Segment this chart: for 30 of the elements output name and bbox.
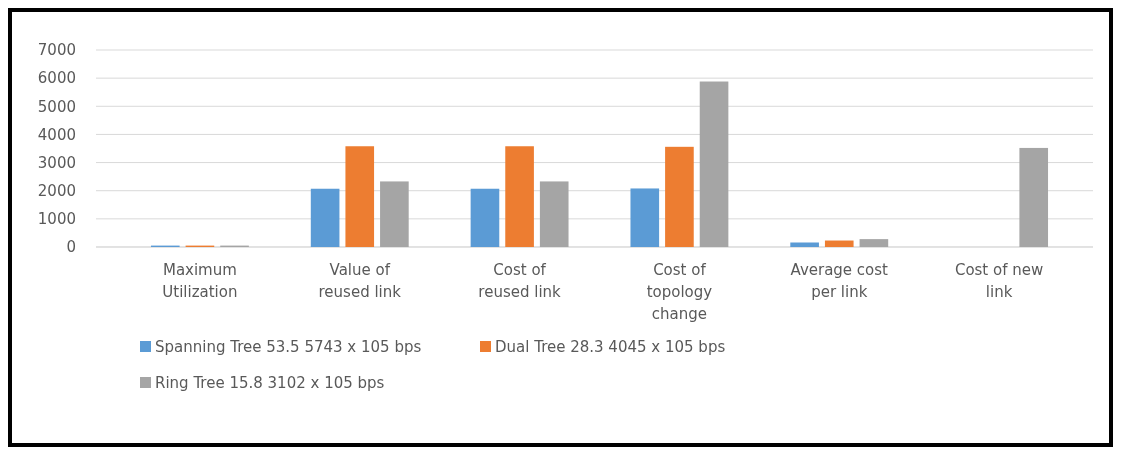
bar [824,240,854,247]
bar [380,181,409,247]
y-tick-label: 6000 [37,69,76,88]
bar [1019,147,1049,247]
bar [539,181,569,247]
bar [790,242,819,247]
x-tick-label: Maximum Utilization [162,261,238,301]
y-tick-label: 0 [66,238,76,257]
x-tick-label: Cost of new link [954,261,1044,301]
bar [310,188,340,247]
bar [470,188,500,247]
y-tick-label: 1000 [37,210,76,229]
bar [505,146,534,247]
legend-label: Dual Tree 28.3 4045 x 105 bps [495,338,726,357]
y-tick-label: 3000 [37,153,76,172]
bar [665,146,694,247]
legend-label: Spanning Tree 53.5 5743 x 105 bps [155,338,422,357]
legend-label: Ring Tree 15.8 3102 x 105 bps [155,374,385,393]
bar [345,146,375,247]
y-tick-label: 4000 [37,125,76,144]
y-tick-label: 2000 [37,181,76,200]
bar [859,239,889,247]
y-tick-label: 7000 [37,41,76,60]
y-tick-label: 5000 [37,97,76,116]
bar [630,188,660,247]
x-tick-label: Value of reused link [318,261,402,301]
x-tick-label: Cost of reused link [478,261,562,301]
x-tick-label: Average cost per link [790,261,889,301]
x-tick-label: Cost of topology change [646,261,713,323]
bar [699,81,729,247]
